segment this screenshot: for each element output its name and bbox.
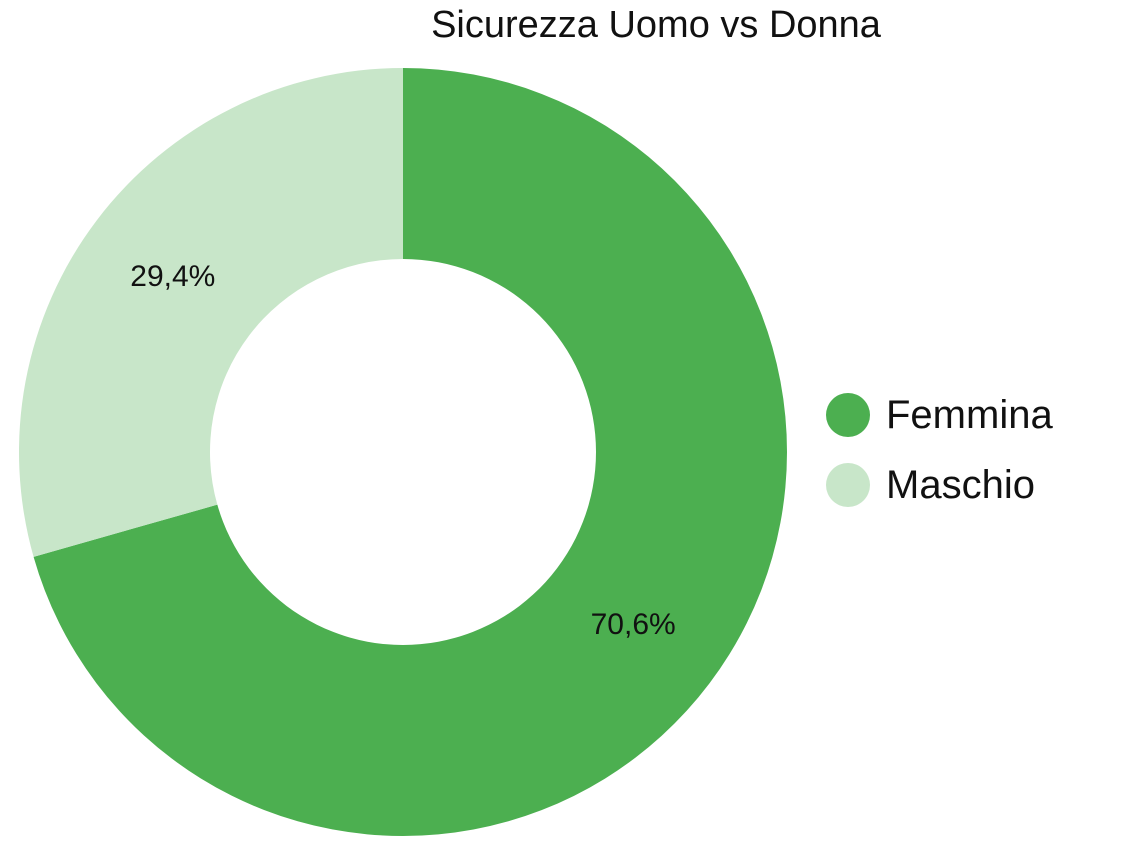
legend-item-femmina[interactable]: Femmina [826, 392, 1053, 438]
data-label-maschio: 29,4% [130, 260, 215, 293]
donut-chart: 70,6% 29,4% [18, 68, 788, 837]
slice-maschio[interactable] [18, 68, 403, 557]
legend-item-maschio[interactable]: Maschio [826, 462, 1053, 508]
legend: Femmina Maschio [826, 392, 1053, 532]
slice-femmina[interactable] [33, 68, 788, 837]
legend-label-maschio: Maschio [886, 462, 1035, 507]
legend-swatch-femmina [826, 393, 870, 437]
data-label-femmina: 70,6% [591, 608, 676, 641]
legend-swatch-maschio [826, 463, 870, 507]
legend-label-femmina: Femmina [886, 392, 1053, 437]
chart-title: Sicurezza Uomo vs Donna [431, 4, 881, 46]
